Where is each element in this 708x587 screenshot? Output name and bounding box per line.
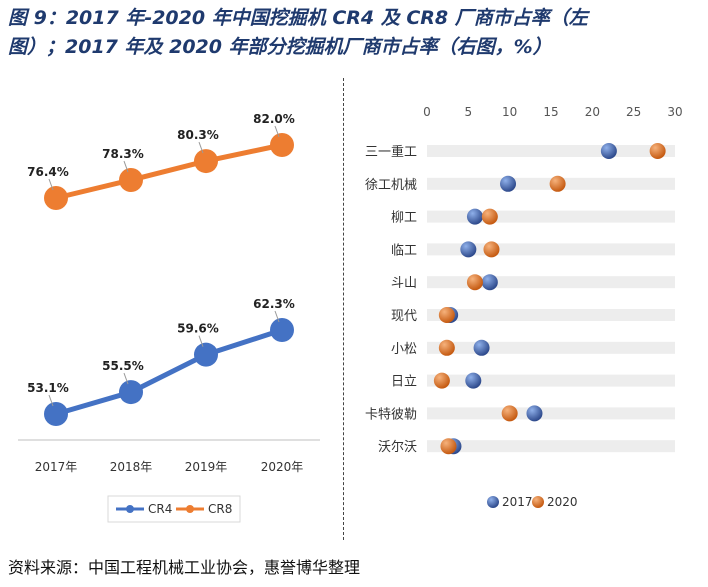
category-label-item-2: 徐工机械 bbox=[365, 178, 417, 193]
source-note: 资料来源：中国工程机械工业协会，惠誉博华整理 bbox=[8, 558, 361, 577]
concentration-line-chart: 2017年 2018年 2019年 2020年 53.1% 55.5% 59.6% 62.3%… bbox=[18, 112, 320, 523]
figure-title-line-2: 图）；2017 年及 2020 年部分挖掘机厂商市占率（右图，%） bbox=[8, 36, 552, 58]
dot-2020-item-5 bbox=[466, 274, 483, 291]
data-label-cr4-item-1: 53.1% bbox=[27, 381, 69, 395]
x-tick-label-0: 0 bbox=[423, 105, 431, 119]
dot-2017-item-7 bbox=[473, 339, 490, 356]
legend-label-2017: 2017 bbox=[502, 495, 533, 509]
legend-box bbox=[107, 495, 241, 523]
point-cr8-item-3 bbox=[194, 149, 218, 174]
point-cr8-item-4 bbox=[270, 133, 294, 157]
label-leader-cr8-item-4 bbox=[274, 125, 280, 138]
dot-2017-item-9 bbox=[526, 405, 543, 422]
label-leader-cr4-item-1 bbox=[48, 394, 54, 407]
dot-2017-item-1 bbox=[600, 143, 617, 159]
category-label-item-8: 日立 bbox=[391, 375, 417, 390]
data-label-cr8-item-1: 76.4% bbox=[27, 165, 69, 179]
data-label-cr4-item-4: 62.3% bbox=[253, 297, 295, 311]
legend-label-2020: 2020 bbox=[547, 495, 578, 509]
category-label-item-1: 三一重工 bbox=[365, 144, 417, 160]
legend-label-cr4: CR4 bbox=[148, 502, 172, 516]
point-cr8-item-1 bbox=[44, 186, 68, 210]
data-label-cr4-item-3: 59.6% bbox=[177, 322, 219, 336]
label-leader-cr4-item-3 bbox=[198, 335, 204, 347]
data-label-cr4-item-2: 55.5% bbox=[102, 359, 144, 373]
dot-2020-item-2 bbox=[549, 175, 566, 192]
series-line-cr8 bbox=[53, 142, 285, 201]
row-band-item-7 bbox=[427, 341, 675, 354]
x-tick-label-15: 15 bbox=[543, 105, 558, 119]
label-leader-cr4-item-4 bbox=[274, 310, 280, 323]
dot-2020-item-1 bbox=[649, 143, 666, 159]
label-leader-cr4-item-2 bbox=[123, 372, 129, 385]
legend: CR4 CR8 bbox=[107, 495, 241, 523]
x-tick-label-30: 30 bbox=[667, 105, 682, 119]
point-cr8-item-2 bbox=[119, 168, 143, 193]
point-cr4-item-1 bbox=[44, 402, 68, 426]
x-tick-label-25: 25 bbox=[626, 105, 641, 119]
category-label-item-10: 沃尔沃 bbox=[378, 440, 417, 455]
dot-2017-item-8 bbox=[465, 372, 482, 389]
figure-title: 图 9：2017 年-2020 年中国挖掘机 CR4 及 CR8 厂商市占率（左… bbox=[8, 4, 704, 62]
series-line-cr4 bbox=[53, 327, 285, 417]
point-cr4-item-3 bbox=[194, 342, 218, 367]
legend: 2017 2020 bbox=[487, 495, 578, 509]
dot-2020-item-8 bbox=[433, 372, 450, 389]
label-leader-cr8-item-2 bbox=[123, 160, 129, 173]
panel-divider bbox=[343, 78, 344, 540]
legend-marker-cr8 bbox=[186, 505, 194, 513]
category-label-item-7: 小松 bbox=[391, 342, 417, 357]
x-tick-label-10: 10 bbox=[502, 105, 517, 119]
legend-marker-2017 bbox=[487, 496, 499, 508]
figure-title-line-1: 图 9：2017 年-2020 年中国挖掘机 CR4 及 CR8 厂商市占率（左 bbox=[8, 7, 588, 29]
label-leader-cr8-item-3 bbox=[198, 141, 204, 154]
row-band-item-5 bbox=[427, 276, 675, 289]
dot-2020-item-6 bbox=[438, 307, 455, 323]
label-leader-cr8-item-1 bbox=[48, 178, 54, 191]
dot-2020-item-7 bbox=[438, 339, 455, 356]
legend-marker-cr4 bbox=[126, 505, 134, 513]
legend-marker-2020 bbox=[532, 496, 544, 508]
category-label-item-6: 现代 bbox=[391, 309, 417, 324]
x-tick-label-5: 5 bbox=[465, 105, 473, 119]
category-label-item-3: 柳工 bbox=[391, 211, 417, 226]
x-tick-label-20: 20 bbox=[585, 105, 600, 119]
category-label-item-4: 临工 bbox=[391, 243, 417, 258]
row-band-item-1 bbox=[427, 145, 675, 157]
dot-2020-item-9 bbox=[501, 405, 518, 422]
category-label-item-5: 斗山 bbox=[391, 276, 417, 291]
dot-2017-item-5 bbox=[481, 274, 498, 291]
row-band-item-10 bbox=[427, 440, 675, 453]
dot-2017-item-4 bbox=[460, 241, 477, 258]
data-label-cr8-item-2: 78.3% bbox=[102, 147, 144, 161]
row-band-item-9 bbox=[427, 407, 675, 420]
legend-label-cr8: CR8 bbox=[208, 502, 232, 516]
dot-2020-item-4 bbox=[483, 241, 500, 258]
row-band-item-6 bbox=[427, 309, 675, 321]
x-tick-label-item-3: 2019年 bbox=[185, 460, 228, 474]
data-label-cr8-item-4: 82.0% bbox=[253, 112, 295, 126]
dot-2020-item-3 bbox=[481, 208, 498, 225]
point-cr4-item-2 bbox=[119, 380, 143, 405]
dot-2017-item-2 bbox=[500, 175, 517, 192]
row-band-item-8 bbox=[427, 374, 675, 387]
category-label-item-9: 卡特彼勒 bbox=[365, 407, 417, 422]
x-tick-label-item-2: 2018年 bbox=[110, 460, 153, 474]
x-tick-label-item-4: 2020年 bbox=[261, 460, 304, 474]
data-label-cr8-item-3: 80.3% bbox=[177, 128, 219, 142]
row-band-item-3 bbox=[427, 210, 675, 223]
point-cr4-item-4 bbox=[270, 318, 294, 342]
dot-2020-item-10 bbox=[440, 438, 457, 455]
dot-2017-item-3 bbox=[466, 208, 483, 225]
x-tick-label-item-1: 2017年 bbox=[35, 460, 78, 474]
